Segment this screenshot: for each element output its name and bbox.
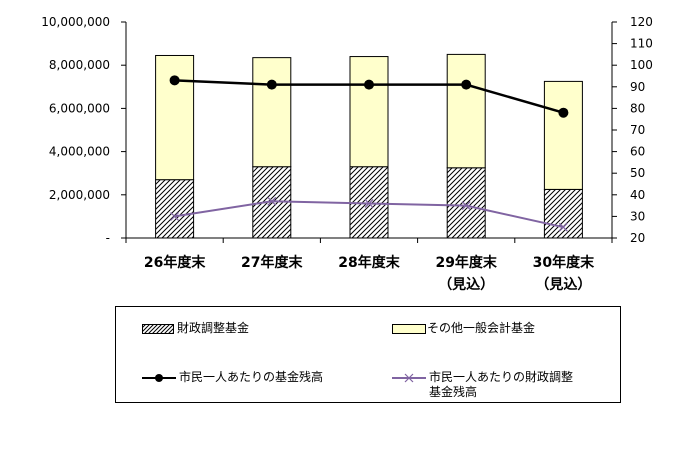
y-right-tick-label: 20 (630, 231, 645, 245)
y-right-tick-label: 70 (630, 123, 645, 137)
y-left-tick-label: - (106, 231, 110, 245)
legend-swatch-purple-line (392, 373, 426, 383)
labels: - 2,000,000 4,000,000 6,000,000 8,000,000 10,… (41, 15, 653, 293)
y-right-tick-label: 30 (630, 209, 645, 223)
y-right-tick-label: 90 (630, 80, 645, 94)
y-right-tick-label: 50 (630, 166, 645, 180)
x-tick-label: 29年度末 (435, 254, 497, 271)
legend: 財政調整基金 その他一般会計基金 市民一人あたりの基金残高 市民一人あたりの財政… (115, 306, 621, 403)
x-tick-label: （見込） (535, 276, 591, 293)
y-right-tick-label: 100 (630, 58, 653, 72)
y-right-tick-label: 120 (630, 15, 653, 29)
legend-swatch-yellow (392, 324, 426, 334)
y-left-tick-label: 2,000,000 (49, 188, 110, 202)
bar-other-general-fund (543, 80, 583, 190)
point-per-capita-fund (461, 79, 472, 90)
point-per-capita-fiscal-fund (170, 211, 180, 221)
bar-fiscal-adjustment-fund (446, 167, 486, 239)
y-right-tick-label: 40 (630, 188, 645, 202)
legend-label: 財政調整基金 (177, 321, 250, 335)
point-per-capita-fiscal-fund (461, 201, 471, 211)
x-tick-label: 30年度末 (533, 254, 595, 271)
x-tick-label: （見込） (438, 276, 494, 293)
point-per-capita-fiscal-fund (558, 222, 568, 232)
bar-fiscal-adjustment-fund (155, 179, 195, 239)
legend-swatch-hatch (142, 324, 174, 334)
legend-label: その他一般会計基金 (427, 321, 536, 335)
point-per-capita-fiscal-fund (267, 196, 277, 206)
point-per-capita-fund (266, 79, 277, 90)
x-tick-label: 26年度末 (144, 254, 206, 271)
legend-item-other-general-fund: その他一般会計基金 (392, 321, 535, 336)
point-per-capita-fund (558, 107, 569, 118)
legend-swatch-black-line (142, 374, 176, 382)
bar-fiscal-adjustment-fund (543, 188, 583, 239)
bar-other-general-fund (252, 57, 292, 168)
y-right-tick-label: 110 (630, 37, 653, 51)
bar-other-general-fund (155, 54, 195, 181)
bars (155, 53, 583, 239)
lines (169, 75, 569, 232)
legend-label: 市民一人あたりの基金残高 (179, 370, 324, 384)
y-left-tick-label: 6,000,000 (49, 101, 110, 115)
y-left-tick-label: 4,000,000 (49, 145, 110, 159)
bar-other-general-fund (446, 53, 486, 169)
y-left-tick-label: 10,000,000 (41, 15, 110, 29)
x-tick-label: 28年度末 (338, 254, 400, 271)
y-left-tick-label: 8,000,000 (49, 58, 110, 72)
bar-other-general-fund (349, 56, 389, 168)
point-per-capita-fiscal-fund (364, 199, 374, 208)
legend-item-per-capita-fiscal-fund: 市民一人あたりの財政調整 基金残高 (392, 370, 573, 400)
legend-item-fiscal-adjustment-fund: 財政調整基金 (142, 321, 249, 336)
legend-item-per-capita-fund: 市民一人あたりの基金残高 (142, 370, 323, 385)
point-per-capita-fund (169, 75, 180, 86)
point-per-capita-fund (364, 79, 374, 90)
legend-label-line-2: 基金残高 (429, 385, 478, 399)
x-tick-label: 27年度末 (241, 254, 303, 271)
legend-label: 市民一人あたりの財政調整 基金残高 (429, 370, 573, 400)
legend-label-line-1: 市民一人あたりの財政調整 (429, 370, 574, 384)
y-right-tick-label: 80 (630, 101, 645, 115)
y-right-tick-label: 60 (630, 145, 645, 159)
